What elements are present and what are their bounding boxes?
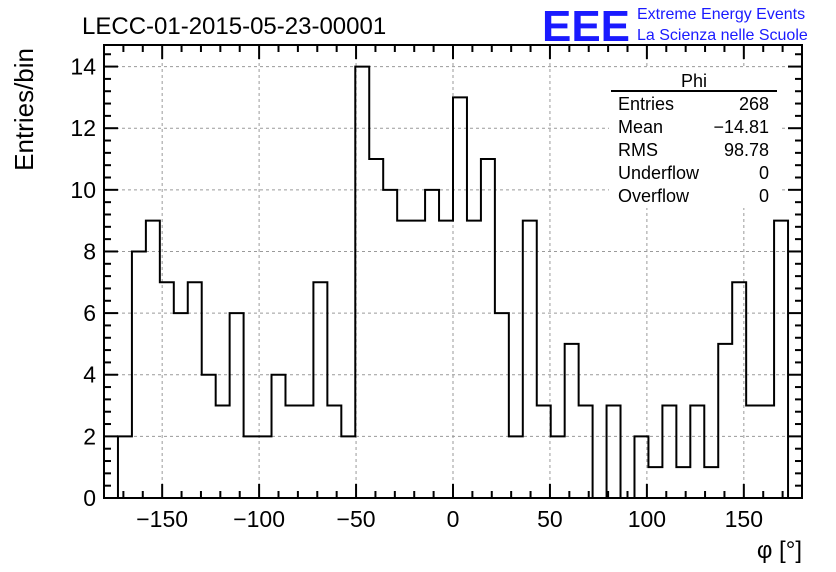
histogram-bin	[676, 467, 690, 498]
histogram-bin	[132, 251, 146, 498]
histogram-bin	[453, 97, 467, 498]
histogram-bin	[272, 375, 286, 498]
stats-row-label: Entries	[618, 94, 674, 114]
stats-row-label: Underflow	[618, 163, 700, 183]
y-tick-label: 12	[70, 115, 96, 141]
y-axis-ticks: 0 2 4 6 8 10 12 14	[70, 53, 802, 511]
eee-logo: EEE Extreme Energy Events La Scienza nel…	[542, 2, 808, 51]
histogram-bin	[383, 190, 397, 498]
stats-row-label: Mean	[618, 117, 663, 137]
chart-title: LECC-01-2015-05-23-00001	[82, 13, 386, 40]
histogram-bin	[523, 221, 537, 498]
x-tick-label: 100	[628, 506, 666, 532]
histogram-bin	[551, 436, 565, 498]
histogram-bin	[146, 221, 160, 498]
stats-rows: Entries 268 Mean −14.81 RMS 98.78 Underflow 0 Ov…	[618, 94, 769, 206]
stats-row-value: 0	[759, 163, 769, 183]
histogram-bin	[188, 282, 202, 498]
histogram-bin	[425, 190, 439, 498]
histogram-bin	[299, 406, 313, 498]
histogram-bin	[355, 67, 369, 498]
x-axis-label: φ [°]	[757, 537, 802, 564]
histogram-bin	[732, 282, 746, 498]
x-tick-label: 0	[447, 506, 460, 532]
y-tick-label: 6	[83, 300, 96, 326]
histogram-bin	[718, 344, 732, 498]
histogram-bin	[118, 436, 132, 498]
histogram-bin	[244, 436, 258, 498]
y-tick-label: 4	[83, 362, 96, 388]
histogram-bin	[774, 221, 788, 498]
stats-row-label: Overflow	[618, 186, 690, 206]
stats-row-label: RMS	[618, 140, 658, 160]
histogram-bin	[174, 313, 188, 498]
histogram-outline	[104, 65, 802, 499]
histogram-bin	[607, 406, 621, 498]
histogram-bin	[495, 313, 509, 498]
histogram-bin	[565, 344, 579, 498]
x-axis-ticks: −150 −100 −50 0 50 100 150	[122, 45, 784, 532]
histogram-bin	[662, 406, 676, 498]
histogram-bin	[202, 375, 216, 498]
histogram-bin	[690, 406, 704, 498]
stats-row-value: 98.78	[724, 140, 769, 160]
histogram-bin	[160, 282, 174, 498]
histogram-bin	[369, 159, 383, 498]
logo-line-2: La Scienza nelle Scuole	[637, 27, 808, 44]
eee-logo-mark: EEE	[542, 2, 630, 51]
stats-row-value: 0	[759, 186, 769, 206]
x-tick-label: −100	[233, 506, 285, 532]
histogram-bin	[537, 406, 551, 498]
histogram-bin	[481, 159, 495, 498]
y-axis-label: Entries/bin	[9, 48, 39, 171]
stats-box: Phi Entries 268 Mean −14.81 RMS 98.78 Underflo…	[609, 68, 779, 208]
y-tick-label: 14	[70, 54, 96, 80]
histogram-bin	[341, 436, 355, 498]
histogram-bin	[313, 282, 327, 498]
y-tick-label: 10	[70, 177, 96, 203]
histogram-bin	[411, 221, 425, 498]
histogram-bin	[285, 406, 299, 498]
y-tick-label: 2	[83, 423, 96, 449]
histogram-bin	[327, 406, 341, 498]
stats-title: Phi	[681, 71, 707, 91]
histogram-bin	[704, 467, 718, 498]
x-tick-label: −50	[337, 506, 376, 532]
histogram-bin	[439, 221, 453, 498]
y-tick-label: 8	[83, 238, 96, 264]
stats-row-value: −14.81	[713, 117, 769, 137]
x-tick-label: 150	[725, 506, 763, 532]
histogram-bin	[760, 406, 774, 498]
histogram-bin	[509, 436, 523, 498]
histogram-bin	[746, 406, 760, 498]
histogram-bin	[216, 406, 230, 498]
histogram-bin	[648, 467, 662, 498]
stats-row-value: 268	[739, 94, 769, 114]
y-tick-label: 0	[83, 485, 96, 511]
x-tick-label: 50	[537, 506, 563, 532]
histogram-bin	[579, 406, 593, 498]
histogram-bars	[104, 65, 802, 499]
histogram-bin	[467, 221, 481, 498]
histogram-bin	[230, 313, 244, 498]
x-tick-label: −150	[136, 506, 188, 532]
histogram-bin	[397, 221, 411, 498]
logo-line-1: Extreme Energy Events	[637, 6, 805, 23]
